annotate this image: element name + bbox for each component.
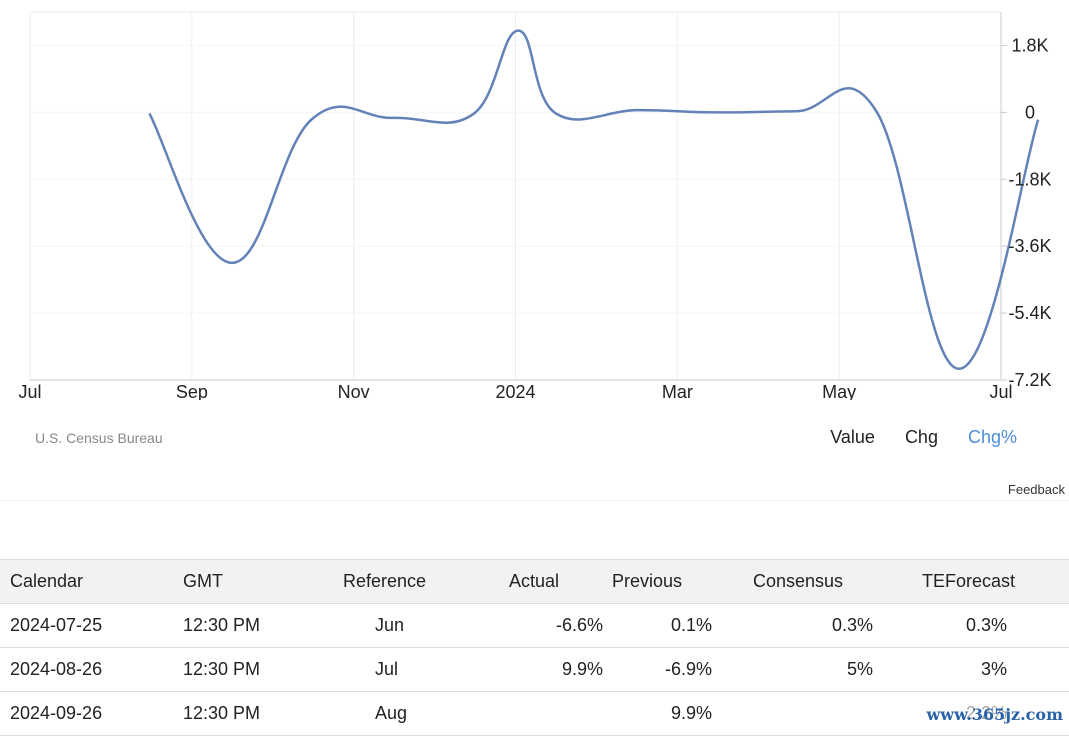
y-tick-label: 0: [1025, 102, 1035, 122]
x-tick-label: Jul: [18, 382, 41, 400]
header-teforecast[interactable]: TEForecast: [913, 559, 1069, 604]
watermark: www.365jz.com: [926, 705, 1063, 724]
cell-gmt: 12:30 PM: [183, 691, 333, 736]
series-line: [148, 29, 1040, 371]
header-gmt[interactable]: GMT: [183, 559, 333, 604]
y-tick-labels: 1.8K 0 -1.8K -3.6K -5.4K -7.2K: [1008, 35, 1051, 390]
header-previous[interactable]: Previous: [609, 559, 742, 604]
data-point[interactable]: [390, 115, 396, 121]
data-point[interactable]: [635, 107, 641, 113]
mode-switch: Value Chg Chg%: [830, 427, 1017, 448]
calendar-table: Calendar GMT Reference Actual Previous C…: [0, 559, 1069, 736]
y-tick-label: -5.4K: [1008, 303, 1051, 323]
data-point[interactable]: [1035, 117, 1041, 123]
cell-actual: 9.9%: [483, 647, 609, 692]
table-row: 2024-08-26 12:30 PM Jul 9.9% -6.9% 5% 3%: [0, 647, 1069, 692]
mode-chg[interactable]: Chg: [904, 427, 938, 447]
data-point[interactable]: [873, 108, 879, 114]
line-chart: Jul Sep Nov 2024 Mar May Jul 1.8K 0 -1.8K -3.6K -5…: [18, 11, 1052, 400]
cell-reference: Aug: [333, 691, 483, 736]
x-tick-label: Jul: [989, 382, 1012, 400]
y-tick-label: -7.2K: [1008, 370, 1051, 390]
y-tick-label: 1.8K: [1011, 35, 1048, 55]
cell-calendar: 2024-09-26: [0, 691, 183, 736]
cell-teforecast: 0.3%: [913, 603, 1069, 648]
cell-reference: Jun: [333, 603, 483, 648]
data-point[interactable]: [794, 108, 800, 114]
cell-actual: -6.6%: [483, 603, 609, 648]
cell-consensus: 5%: [742, 647, 913, 692]
x-tick-labels: Jul Sep Nov 2024 Mar May Jul: [18, 382, 1012, 400]
cell-consensus: 0.3%: [742, 603, 913, 648]
divider: [0, 500, 1069, 501]
data-point[interactable]: [552, 110, 558, 116]
x-tick-label: Mar: [662, 382, 693, 400]
cell-calendar: 2024-07-25: [0, 603, 183, 648]
header-consensus[interactable]: Consensus: [742, 559, 913, 604]
x-tick-label: Nov: [338, 382, 370, 400]
cell-reference: Jul: [333, 647, 483, 692]
x-gridlines: [29, 12, 1002, 380]
data-point[interactable]: [308, 117, 314, 123]
cell-previous: 9.9%: [609, 691, 742, 736]
table-row: 2024-07-25 12:30 PM Jun -6.6% 0.1% 0.3% …: [0, 603, 1069, 648]
data-point[interactable]: [470, 111, 476, 117]
cell-previous: -6.9%: [609, 647, 742, 692]
data-point[interactable]: [711, 109, 717, 115]
x-tick-label: Sep: [176, 382, 208, 400]
data-point[interactable]: [515, 28, 521, 34]
data-point[interactable]: [146, 110, 152, 116]
feedback-link[interactable]: Feedback: [1007, 482, 1065, 497]
header-calendar[interactable]: Calendar: [0, 559, 183, 604]
mode-chg-percent[interactable]: Chg%: [967, 427, 1017, 447]
cell-actual: [483, 691, 609, 736]
cell-teforecast: 3%: [913, 647, 1069, 692]
y-gridlines: [30, 11, 1007, 381]
data-point[interactable]: [229, 260, 235, 266]
x-tick-label: May: [822, 382, 856, 400]
cell-previous: 0.1%: [609, 603, 742, 648]
series-layer: [146, 28, 1041, 372]
y-tick-label: -1.8K: [1008, 169, 1051, 189]
source-label: U.S. Census Bureau: [35, 430, 163, 446]
y-tick-label: -3.6K: [1008, 236, 1051, 256]
cell-gmt: 12:30 PM: [183, 603, 333, 648]
header-actual[interactable]: Actual: [483, 559, 609, 604]
header-reference[interactable]: Reference: [333, 559, 483, 604]
cell-gmt: 12:30 PM: [183, 647, 333, 692]
cell-calendar: 2024-08-26: [0, 647, 183, 692]
x-tick-label: 2024: [495, 382, 535, 400]
cell-consensus: [742, 691, 913, 736]
mode-value[interactable]: Value: [830, 427, 875, 447]
table-row: 2024-09-26 12:30 PM Aug 9.9% 2.2%: [0, 691, 1069, 736]
data-point[interactable]: [956, 366, 962, 372]
table-header-row: Calendar GMT Reference Actual Previous C…: [0, 559, 1069, 604]
